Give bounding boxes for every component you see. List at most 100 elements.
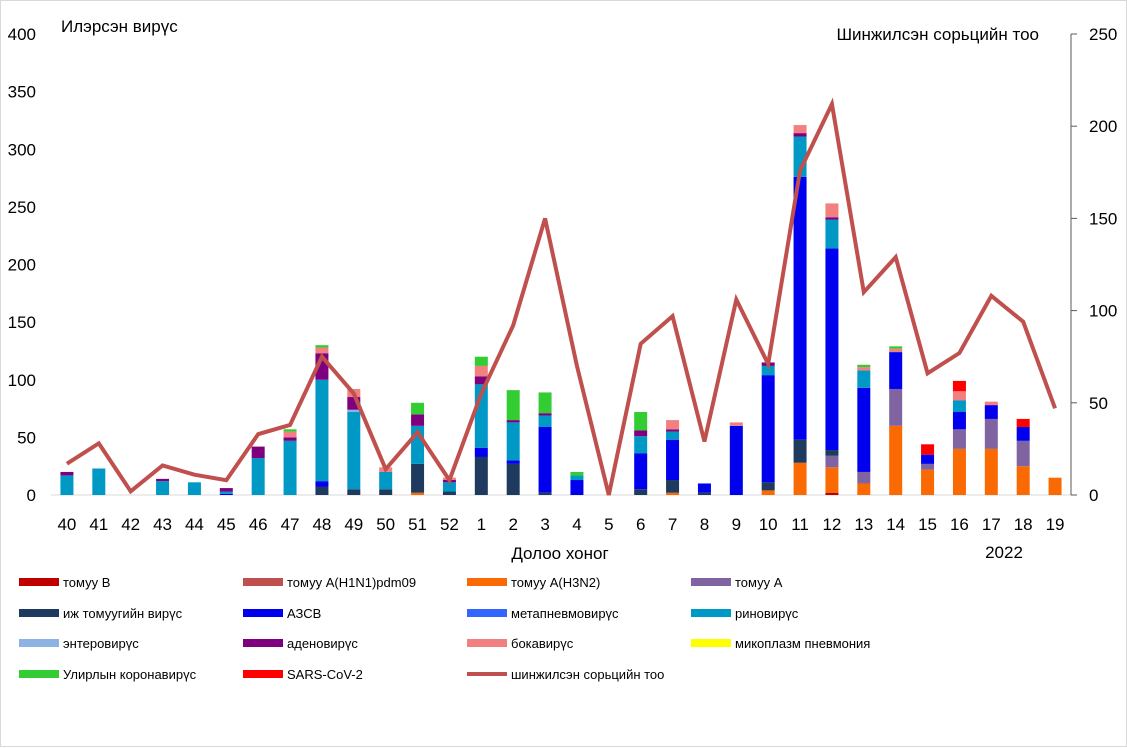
y2-axis-title: Шинжилсэн сорьцийн тоо [836, 25, 1039, 44]
year-label: 2022 [985, 543, 1023, 562]
bar-segment [252, 458, 265, 495]
bar-segment [953, 400, 966, 412]
bar-segment [570, 475, 583, 480]
y-tick-label: 200 [8, 256, 36, 275]
legend-swatch [19, 639, 59, 647]
bar-segment [284, 432, 297, 438]
bar-segment [921, 470, 934, 495]
legend-swatch [467, 609, 507, 617]
bar-segment [188, 482, 201, 495]
bar-segment [284, 437, 297, 440]
bar-segment [347, 412, 360, 489]
x-tick-label: 14 [886, 515, 905, 534]
y-tick-label: 300 [8, 140, 36, 159]
legend-swatch [467, 639, 507, 647]
bar-segment [347, 489, 360, 495]
legend-swatch [243, 670, 283, 678]
x-tick-label: 51 [408, 515, 427, 534]
bar-segment [570, 480, 583, 495]
bar-segment [857, 472, 870, 484]
x-tick-label: 41 [89, 515, 108, 534]
bar-segment [475, 357, 488, 366]
bar-segment [220, 488, 233, 491]
bar-segment [539, 493, 552, 495]
bar-segment [315, 347, 328, 353]
bar-segment [985, 449, 998, 495]
bar-segment [539, 413, 552, 415]
bar-segment [857, 483, 870, 495]
legend-swatch [19, 578, 59, 586]
bar-segment [825, 493, 838, 495]
legend-label: томуу А(H1N1)pdm09 [287, 575, 416, 590]
bar-segment [985, 405, 998, 419]
bar-segment [507, 460, 520, 463]
legend-label: бокавирүс [511, 636, 574, 651]
legend-label: риновирүс [735, 606, 799, 621]
y-tick-label: 150 [8, 313, 36, 332]
legend-label: шинжилсэн сорьцийн тоо [511, 667, 664, 682]
x-tick-label: 48 [312, 515, 331, 534]
bar-segment [156, 481, 169, 495]
bar-segment [1017, 441, 1030, 466]
legend-label: томуу А(H3N2) [511, 575, 600, 590]
bar-segment [985, 402, 998, 405]
bar-segment [411, 414, 424, 426]
bar-segment [1017, 466, 1030, 495]
bar-segment [698, 493, 711, 495]
bar-segment [284, 429, 297, 431]
bar-segment [666, 420, 679, 429]
y-tick-label: 50 [17, 428, 36, 447]
legend-label: АЗСВ [287, 606, 321, 621]
y2-tick-label: 100 [1089, 302, 1117, 321]
x-tick-label: 2 [508, 515, 517, 534]
legend-label: томуу А [735, 575, 783, 590]
x-tick-label: 8 [700, 515, 709, 534]
x-tick-label: 19 [1046, 515, 1065, 534]
y2-tick-label: 200 [1089, 117, 1117, 136]
bar-segment [889, 346, 902, 348]
bar-segment [666, 432, 679, 440]
bar-segment [507, 422, 520, 460]
bar-segment [698, 483, 711, 492]
bar-segment [507, 420, 520, 422]
bar-segment [539, 415, 552, 427]
x-tick-label: 17 [982, 515, 1001, 534]
y-tick-label: 400 [8, 25, 36, 44]
y-tick-label: 100 [8, 371, 36, 390]
x-tick-label: 15 [918, 515, 937, 534]
bar-segment [284, 441, 297, 495]
bar-segment [634, 412, 647, 430]
x-tick-label: 3 [540, 515, 549, 534]
bar-segment [315, 481, 328, 487]
bar-segment [857, 365, 870, 367]
bar-segment [634, 454, 647, 490]
legend-label: SARS-CoV-2 [287, 667, 363, 682]
bar-segment [1017, 419, 1030, 427]
y2-tick-label: 150 [1089, 209, 1117, 228]
legend-swatch [467, 578, 507, 586]
x-tick-label: 47 [281, 515, 300, 534]
bar-segment [634, 436, 647, 453]
bar-segment [475, 448, 488, 457]
bar-segment [220, 492, 233, 494]
bar-segment [953, 412, 966, 429]
bar-segment [953, 381, 966, 391]
legend-label: энтеровирүс [63, 636, 139, 651]
legend-label: иж томуугийн вирүс [63, 606, 183, 621]
y2-tick-label: 0 [1089, 486, 1098, 505]
x-tick-label: 44 [185, 515, 204, 534]
bar-segment [1017, 427, 1030, 441]
legend-swatch [19, 670, 59, 678]
bar-segment [634, 489, 647, 495]
legend-label: метапневмовирүс [511, 606, 619, 621]
bar-segment [794, 133, 807, 136]
bar-segment [762, 490, 775, 495]
bar-segment [794, 177, 807, 440]
x-tick-label: 5 [604, 515, 613, 534]
legend-label: аденовирүс [287, 636, 358, 651]
bar-segment [666, 480, 679, 493]
bar-segment [857, 367, 870, 370]
